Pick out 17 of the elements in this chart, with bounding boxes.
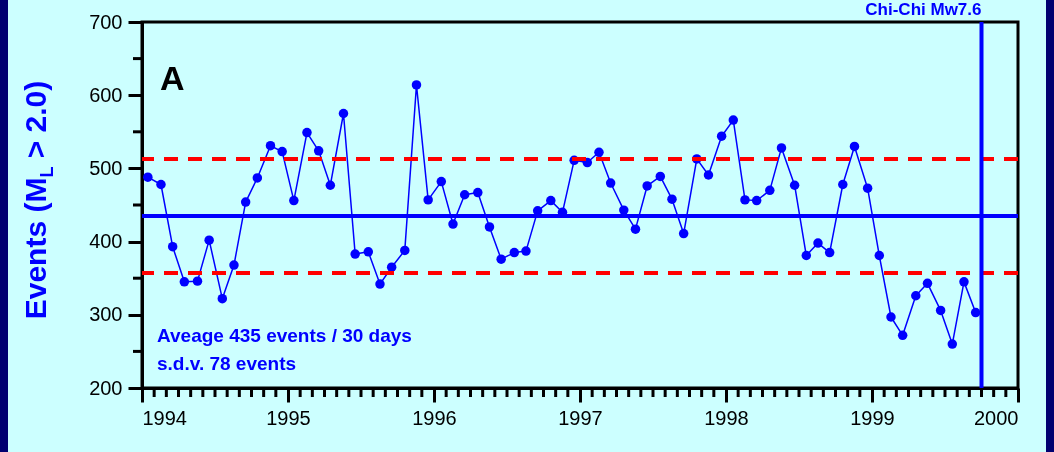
ref-line-label: Chi-Chi Mw7.6 [865, 0, 982, 19]
annotation: s.d.v. 78 events [157, 353, 297, 374]
y-tick-label: 400 [89, 230, 123, 253]
y-tick-label: 500 [89, 156, 123, 179]
x-tick-label: 1998 [704, 406, 749, 429]
x-tick-label: 1996 [412, 406, 457, 429]
y-tick-label: 600 [89, 83, 123, 106]
x-tick-label: 1997 [558, 406, 603, 429]
x-tick-label: 2000 [974, 406, 1019, 429]
annotation: A [160, 59, 185, 97]
x-tick-label: 1994 [142, 406, 187, 429]
y-tick-label: 300 [89, 303, 123, 326]
x-tick-label: 1995 [266, 406, 311, 429]
annotation: Aveage 435 events / 30 days [157, 325, 412, 346]
y-tick-label: 700 [89, 10, 123, 33]
x-tick-label: 1999 [850, 406, 895, 429]
y-tick-label: 200 [89, 376, 123, 399]
